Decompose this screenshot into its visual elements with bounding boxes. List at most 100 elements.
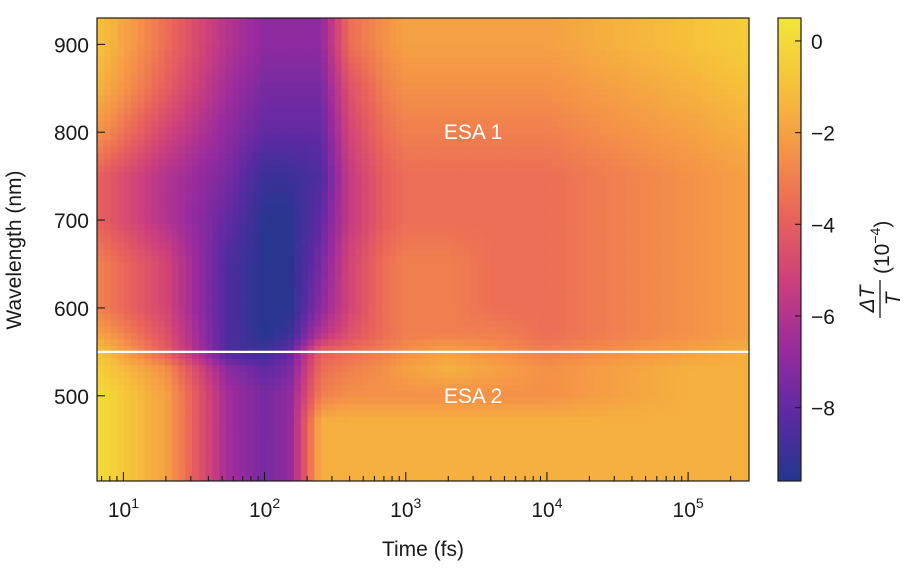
heatmap-cell (130, 345, 139, 353)
heatmap-cell (456, 159, 465, 167)
heatmap-cell (545, 191, 553, 199)
heatmap-cell (382, 474, 390, 481)
heatmap-cell (368, 30, 377, 38)
heatmap-cell (531, 461, 540, 469)
heatmap-cell (287, 416, 295, 424)
heatmap-cell (470, 243, 478, 251)
heatmap-cell (205, 172, 214, 180)
heatmap-cell (389, 43, 397, 51)
heatmap-cell (266, 326, 275, 334)
heatmap-cell (232, 358, 241, 366)
heatmap-cell (260, 461, 268, 469)
heatmap-cell (558, 37, 567, 45)
heatmap-cell (327, 204, 336, 212)
heatmap-cell (239, 140, 248, 148)
heatmap-cell (103, 326, 112, 334)
heatmap-cell (477, 172, 485, 180)
heatmap-cell (484, 236, 492, 244)
heatmap-cell (395, 416, 404, 424)
heatmap-cell (266, 397, 275, 405)
heatmap-cell (361, 313, 370, 321)
heatmap-cell (334, 461, 343, 469)
heatmap-cell (158, 230, 166, 238)
heatmap-cell (171, 120, 180, 128)
heatmap-cell (518, 165, 526, 173)
heatmap-cell (334, 236, 343, 244)
heatmap-cell (164, 423, 173, 431)
heatmap-cell (355, 345, 363, 353)
heatmap-cell (463, 63, 472, 71)
heatmap-cell (409, 37, 417, 45)
heatmap-cell (538, 435, 546, 444)
heatmap-cell (389, 243, 397, 251)
heatmap-cell (239, 185, 248, 193)
heatmap-cell (361, 24, 370, 32)
heatmap-cell (423, 82, 431, 90)
heatmap-cell (348, 300, 356, 308)
heatmap-cell (198, 474, 207, 481)
heatmap-cell (97, 365, 105, 373)
heatmap-cell (470, 18, 478, 26)
heatmap-cell (321, 300, 329, 308)
heatmap-cell (137, 448, 146, 456)
heatmap-cell (321, 243, 329, 251)
heatmap-cell (171, 423, 180, 431)
heatmap-cell (280, 390, 288, 398)
heatmap-cell (375, 18, 383, 26)
heatmap-cell (484, 153, 492, 161)
heatmap-cell (545, 236, 553, 244)
heatmap-cell (287, 320, 295, 328)
heatmap-cell (239, 146, 248, 154)
heatmap-cell (266, 345, 275, 353)
heatmap-cell (246, 313, 254, 321)
heatmap-cell (361, 230, 370, 238)
heatmap-cell (198, 43, 207, 51)
heatmap-cell (456, 95, 465, 103)
heatmap-cell (219, 24, 227, 32)
heatmap-cell (273, 18, 281, 26)
heatmap-cell (219, 95, 227, 103)
heatmap-cell (552, 326, 560, 334)
heatmap-cell (205, 127, 214, 135)
heatmap-cell (151, 313, 159, 321)
heatmap-cell (130, 185, 139, 193)
heatmap-cell (361, 153, 370, 161)
heatmap-cell (321, 262, 329, 270)
heatmap-cell (334, 30, 343, 38)
heatmap-cell (117, 95, 125, 103)
heatmap-cell (300, 69, 309, 77)
heatmap-cell (144, 75, 152, 83)
heatmap-cell (124, 191, 132, 199)
heatmap-cell (164, 307, 173, 315)
heatmap-cell (470, 333, 478, 341)
heatmap-cell (545, 448, 553, 456)
heatmap-cell (158, 37, 166, 45)
heatmap-cell (436, 63, 444, 71)
heatmap-cell (300, 468, 309, 476)
heatmap-cell (382, 43, 390, 51)
heatmap-cell (545, 455, 553, 463)
heatmap-cell (151, 339, 159, 347)
heatmap-cell (178, 281, 186, 289)
heatmap-cell (273, 159, 281, 167)
heatmap-cell (239, 365, 248, 373)
heatmap-cell (443, 69, 451, 77)
heatmap-cell (205, 18, 214, 26)
heatmap-cell (117, 159, 125, 167)
heatmap-cell (144, 281, 152, 289)
heatmap-cell (545, 243, 553, 251)
heatmap-cell (484, 140, 492, 148)
heatmap-cell (171, 127, 180, 135)
heatmap-cell (518, 384, 526, 392)
heatmap-cell (334, 18, 343, 26)
heatmap-cell (456, 365, 465, 373)
heatmap-cell (151, 108, 159, 116)
heatmap-cell (307, 178, 315, 186)
heatmap-cell (348, 37, 356, 45)
heatmap-cell (232, 159, 241, 167)
heatmap-cell (287, 63, 295, 71)
heatmap-cell (497, 249, 506, 257)
heatmap-cell (103, 24, 112, 32)
heatmap-cell (300, 95, 309, 103)
heatmap-cell (402, 75, 411, 83)
